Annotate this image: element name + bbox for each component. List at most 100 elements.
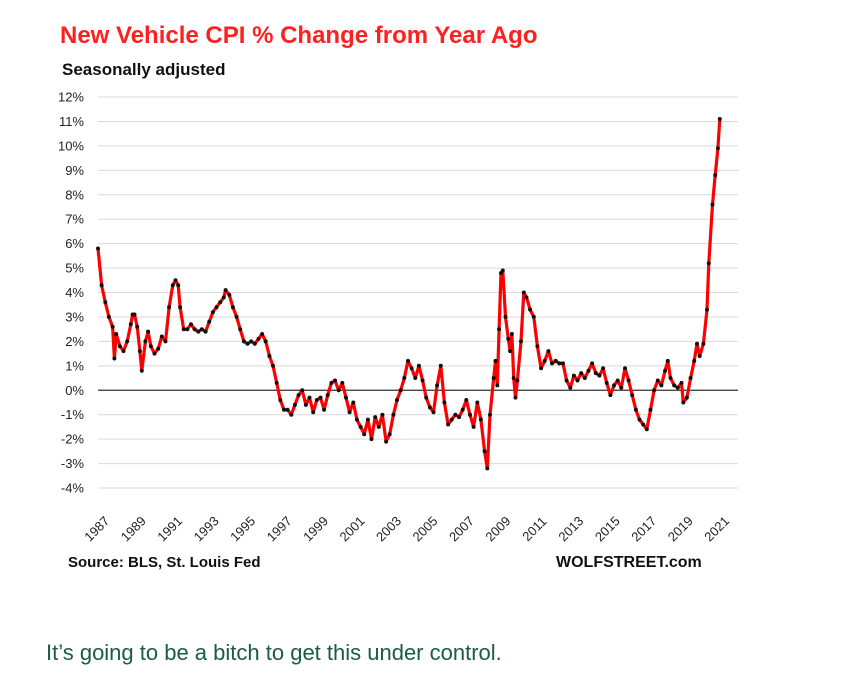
data-point <box>132 312 137 317</box>
data-point <box>314 398 319 402</box>
x-tick-label: 1993 <box>191 513 222 544</box>
data-point <box>684 395 689 400</box>
data-point <box>362 432 367 437</box>
data-point <box>619 385 624 390</box>
data-point <box>564 378 569 383</box>
gridlines <box>98 96 738 489</box>
data-point <box>143 339 148 344</box>
data-point <box>181 327 186 332</box>
data-point <box>249 339 254 344</box>
data-point <box>340 380 345 385</box>
data-point <box>715 146 720 151</box>
data-point <box>511 376 516 380</box>
y-tick-label: -1% <box>61 407 85 422</box>
data-point <box>203 329 208 334</box>
x-tick-label: 1987 <box>81 513 112 544</box>
data-point <box>365 417 370 422</box>
data-point <box>121 349 126 354</box>
data-point <box>515 378 520 383</box>
data-point <box>110 324 115 329</box>
data-point <box>435 383 440 388</box>
data-point <box>221 295 226 300</box>
data-point <box>178 305 183 310</box>
data-point <box>648 407 653 412</box>
data-point <box>519 339 523 344</box>
data-point <box>460 407 465 412</box>
data-point <box>438 363 443 368</box>
data-point <box>663 368 668 373</box>
data-point <box>675 385 680 390</box>
data-point <box>303 402 308 407</box>
data-point <box>156 346 161 351</box>
data-point <box>214 305 219 310</box>
data-point <box>449 417 454 422</box>
data-point <box>351 400 356 405</box>
data-point <box>427 405 432 410</box>
data-point <box>655 378 660 383</box>
data-point <box>652 388 657 393</box>
data-point <box>659 383 664 388</box>
data-point <box>623 366 627 371</box>
x-tick-label: 2017 <box>628 513 659 544</box>
data-point <box>103 300 108 305</box>
y-tick-label: -2% <box>61 432 85 447</box>
data-point <box>416 363 421 368</box>
data-point <box>159 334 164 339</box>
data-point <box>307 395 312 400</box>
y-tick-label: 8% <box>65 187 84 202</box>
data-point <box>453 412 458 417</box>
data-point <box>218 300 223 305</box>
data-point <box>402 376 407 380</box>
data-point <box>615 378 620 383</box>
data-point <box>256 336 261 341</box>
data-point <box>535 344 540 349</box>
data-point <box>196 329 201 334</box>
data-point <box>491 376 496 380</box>
x-tick-label: 2011 <box>519 514 549 544</box>
data-point <box>384 439 389 444</box>
data-point <box>521 290 526 295</box>
x-tick-label: 2013 <box>555 513 586 544</box>
data-point <box>387 432 392 437</box>
data-point <box>475 400 480 405</box>
data-point <box>697 354 702 358</box>
data-point <box>485 466 490 471</box>
series-line <box>96 117 722 470</box>
data-point <box>227 292 232 297</box>
data-point <box>260 332 265 336</box>
y-tick-label: 7% <box>65 212 84 227</box>
x-tick-label: 2007 <box>446 513 477 544</box>
data-point <box>271 363 275 368</box>
data-point <box>376 424 381 429</box>
data-point <box>395 398 399 402</box>
data-point <box>575 378 580 383</box>
x-tick-label: 2001 <box>337 513 368 544</box>
data-point <box>482 449 487 454</box>
data-point <box>333 378 337 383</box>
data-point <box>608 393 613 398</box>
data-point <box>163 339 168 344</box>
x-tick-label: 1991 <box>154 513 185 544</box>
data-point <box>509 332 514 336</box>
data-point <box>488 412 492 417</box>
data-point <box>626 378 631 383</box>
data-point <box>431 410 436 415</box>
data-point <box>717 117 722 121</box>
data-point <box>506 336 511 341</box>
data-point <box>135 324 140 329</box>
data-point <box>263 339 268 344</box>
data-point <box>500 268 505 273</box>
data-point <box>590 361 595 366</box>
data-point <box>99 283 104 288</box>
data-point <box>318 395 323 400</box>
data-point <box>478 417 483 422</box>
data-point <box>695 341 699 346</box>
data-point <box>550 361 554 366</box>
data-point <box>446 422 451 427</box>
data-point <box>176 283 181 288</box>
data-point <box>539 366 544 371</box>
x-tick-label: 2005 <box>409 513 440 544</box>
data-point <box>706 261 711 266</box>
chart-credit: WOLFSTREET.com <box>556 554 702 571</box>
data-point <box>296 393 301 398</box>
